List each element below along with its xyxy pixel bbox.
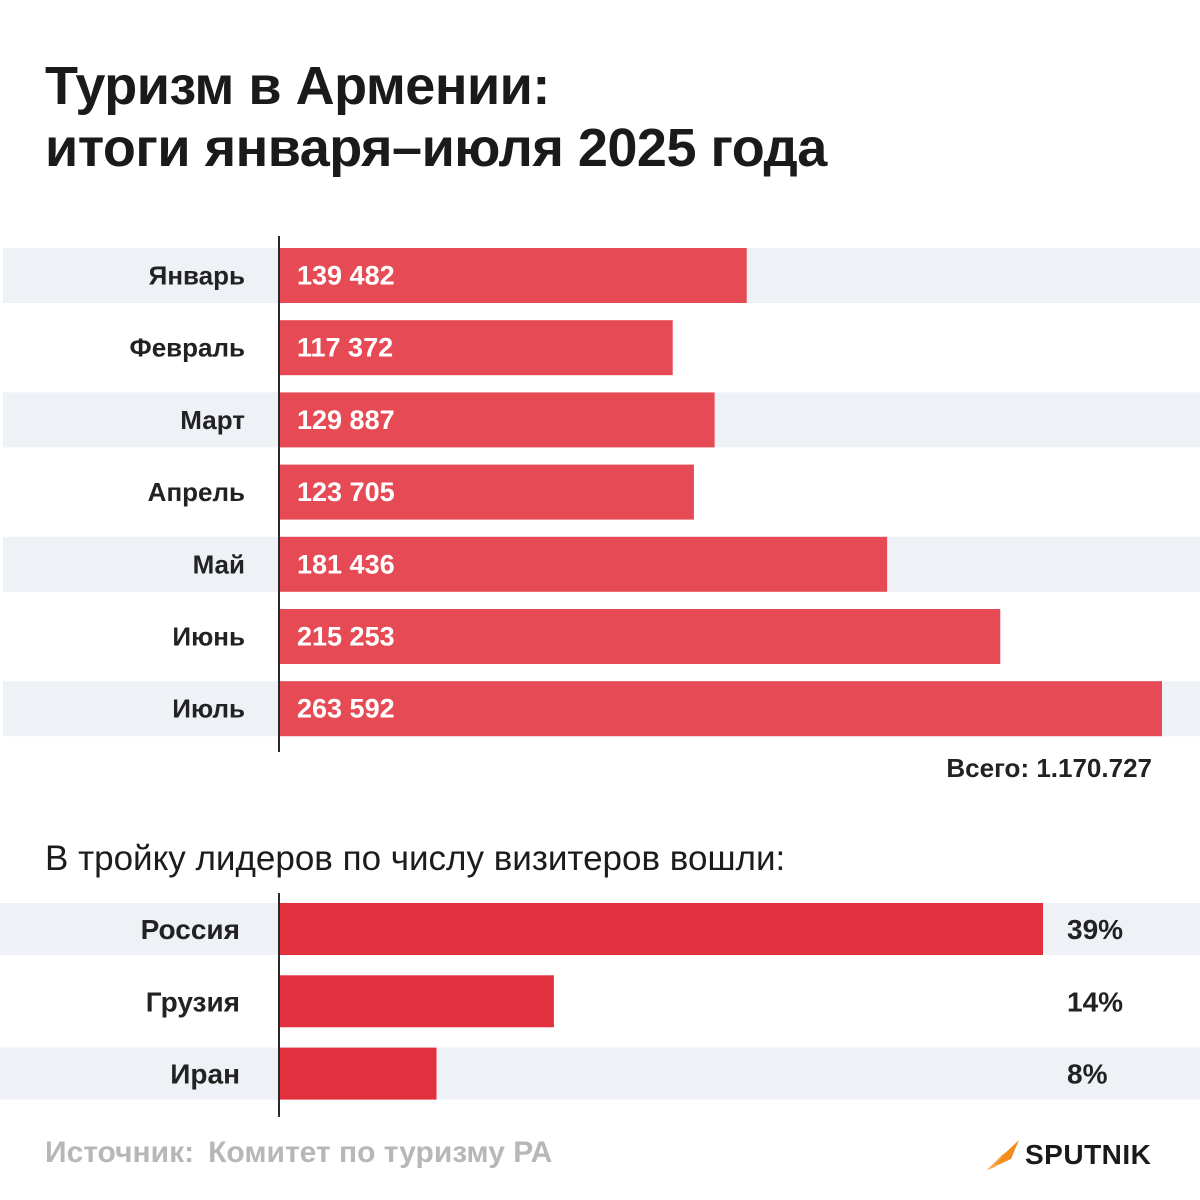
bar-month-3 — [280, 464, 694, 520]
value-label-month-3: 123 705 — [297, 477, 395, 507]
category-label-country-1: Грузия — [146, 986, 240, 1017]
total-value: 1.170.727 — [1036, 753, 1152, 783]
bar-month-2 — [280, 392, 715, 448]
value-label-month-0: 139 482 — [297, 261, 395, 291]
bar-country-2 — [280, 1047, 437, 1100]
title-line-1: Туризм в Армении: — [45, 56, 550, 116]
value-label-month-1: 117 372 — [297, 333, 393, 363]
category-label-month-2: Март — [180, 405, 245, 435]
value-label-country-2: 8% — [1067, 1059, 1108, 1090]
bar-country-0 — [280, 903, 1043, 955]
value-label-month-2: 129 887 — [297, 405, 395, 435]
sputnik-mark-icon — [987, 1140, 1019, 1170]
sputnik-logo: SPUTNIK — [985, 1135, 1151, 1175]
title-line-2: итоги января–июля 2025 года — [45, 118, 827, 178]
value-label-month-6: 263 592 — [297, 694, 395, 724]
value-label-country-0: 39% — [1067, 914, 1123, 945]
bar-country-1 — [280, 975, 554, 1028]
category-label-month-4: Май — [193, 549, 245, 579]
bar-month-1 — [280, 320, 673, 376]
chart-title: Туризм в Армении: итоги января–июля 2025… — [45, 55, 1165, 179]
category-label-month-6: Июль — [172, 694, 245, 724]
category-label-month-0: Январь — [149, 261, 245, 291]
total-label-text: Всего: — [946, 753, 1036, 783]
value-label-month-4: 181 436 — [297, 549, 395, 579]
source-text: Комитет по туризму РА — [208, 1136, 553, 1169]
total-label: Всего: 1.170.727 — [946, 753, 1152, 783]
value-label-month-5: 215 253 — [297, 622, 395, 652]
value-label-country-1: 14% — [1067, 986, 1123, 1017]
category-label-country-2: Иран — [170, 1059, 240, 1090]
source-label: Источник: — [45, 1136, 195, 1169]
source-note: Источник: Комитет по туризму РА — [45, 1136, 552, 1170]
bar-month-4 — [280, 536, 888, 592]
category-label-country-0: Россия — [141, 914, 240, 945]
country-band-2 — [0, 1047, 1200, 1100]
bar-month-6 — [280, 681, 1162, 737]
category-label-month-1: Февраль — [130, 333, 245, 363]
logo-text: SPUTNIK — [1025, 1139, 1152, 1170]
bar-month-0 — [280, 248, 747, 303]
leaders-title: В тройку лидеров по числу визитеров вошл… — [45, 839, 785, 878]
category-label-month-3: Апрель — [148, 477, 245, 507]
category-label-month-5: Июнь — [172, 622, 245, 652]
bar-month-5 — [280, 609, 1001, 664]
